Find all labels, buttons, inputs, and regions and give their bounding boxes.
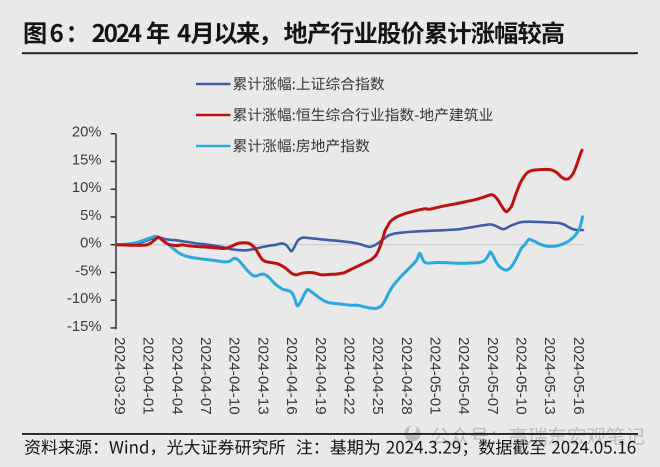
svg-text:0%: 0% (80, 236, 101, 252)
svg-text:2024-04-04: 2024-04-04 (168, 337, 185, 415)
svg-text:2024-05-10: 2024-05-10 (513, 337, 530, 415)
svg-text:2024-05-04: 2024-05-04 (455, 337, 472, 415)
svg-text:2024-04-22: 2024-04-22 (340, 337, 357, 415)
svg-text:5%: 5% (80, 208, 101, 224)
svg-text:2024-04-10: 2024-04-10 (226, 337, 243, 415)
svg-text:20%: 20% (72, 125, 102, 141)
svg-text:2024-04-28: 2024-04-28 (398, 337, 415, 415)
svg-text:2024-05-13: 2024-05-13 (541, 337, 558, 415)
svg-text:2024-04-01: 2024-04-01 (140, 337, 157, 415)
svg-text:-5%: -5% (75, 263, 101, 279)
svg-text:-15%: -15% (67, 319, 102, 335)
svg-text:-10%: -10% (67, 291, 102, 307)
svg-text:2024-03-29: 2024-03-29 (111, 337, 128, 415)
svg-text:2024-04-13: 2024-04-13 (254, 337, 271, 415)
svg-text:2024-05-07: 2024-05-07 (484, 337, 501, 415)
svg-text:10%: 10% (72, 180, 102, 196)
svg-text:15%: 15% (72, 152, 102, 168)
svg-text:2024-05-01: 2024-05-01 (426, 337, 443, 415)
svg-text:2024-04-07: 2024-04-07 (197, 337, 214, 415)
svg-text:2024-05-16: 2024-05-16 (570, 337, 587, 415)
svg-text:2024-04-19: 2024-04-19 (312, 337, 329, 415)
svg-text:2024-04-16: 2024-04-16 (283, 337, 300, 415)
svg-text:2024-04-25: 2024-04-25 (369, 337, 386, 415)
